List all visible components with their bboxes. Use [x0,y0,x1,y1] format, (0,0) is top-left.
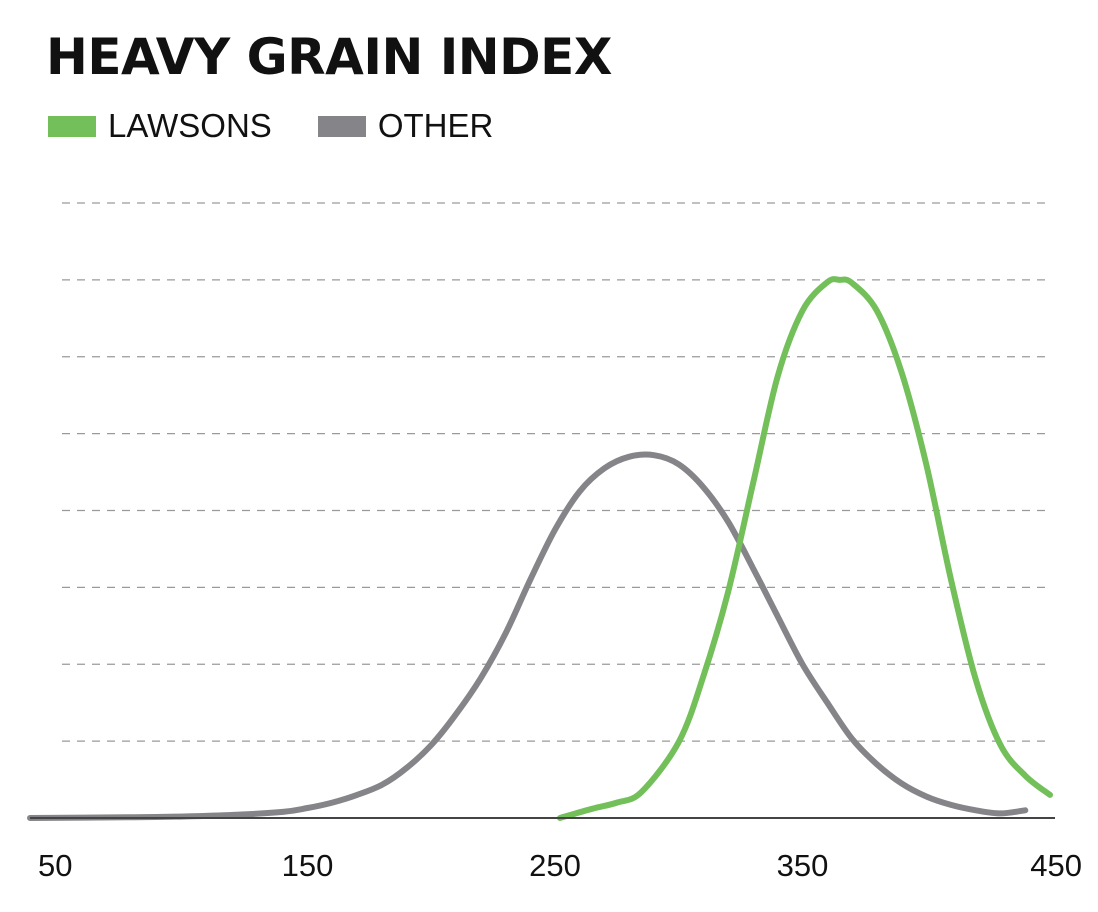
x-tick-label: 250 [529,848,581,883]
x-tick-label: 450 [1030,848,1082,883]
legend-item-other: OTHER [317,107,494,145]
series-line-other [27,451,1029,821]
chart-title: HEAVY GRAIN INDEX [46,28,612,86]
x-tick-label: 350 [777,848,829,883]
series-line-lawsons [557,276,1053,821]
legend-label-other: OTHER [377,107,494,144]
gridlines [62,202,1050,742]
x-tick-labels: 50 150 250 350 450 [38,848,1082,883]
legend-label-lawsons: LAWSONS [108,107,272,144]
legend: LAWSONS OTHER [48,106,539,146]
legend-swatch-other [317,115,366,137]
x-tick-label: 50 [38,848,72,883]
legend-swatch-lawsons [48,115,96,137]
x-tick-label: 150 [282,848,334,883]
series-lines [27,276,1053,821]
legend-item-lawsons: LAWSONS [48,107,272,145]
